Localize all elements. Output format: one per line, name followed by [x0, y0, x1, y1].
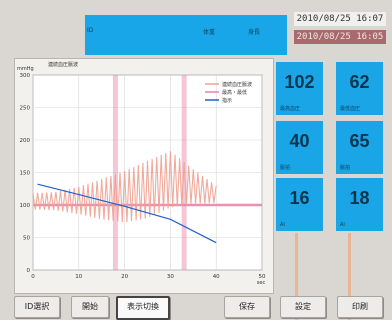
tile-label: AI: [280, 222, 285, 228]
tile-value: 65: [349, 131, 370, 151]
settings-button[interactable]: 設定: [280, 296, 326, 318]
patient-info-bar: [85, 15, 287, 55]
tile-value: 18: [349, 188, 370, 208]
chart-title: 連続血圧脈波: [48, 62, 79, 68]
connector-line-right: [348, 233, 351, 320]
tile-label: 脈拍: [340, 165, 351, 171]
tile-diastolic[interactable]: 62 最低血圧: [336, 62, 383, 115]
toggle-display-button[interactable]: 表示切換: [116, 296, 170, 320]
id-label: ID: [87, 27, 94, 34]
tile-value: 62: [349, 72, 370, 92]
current-timestamp: 2010/08/25 16:07: [294, 12, 386, 26]
tile-value: 16: [289, 188, 310, 208]
print-button[interactable]: 印刷: [337, 296, 383, 318]
connector-line-left: [295, 233, 298, 320]
tile-label: 最高血圧: [280, 106, 301, 112]
id-select-button[interactable]: ID選択: [14, 296, 60, 318]
height-label: 身長: [248, 29, 261, 36]
tile-value: 40: [289, 131, 310, 151]
save-button[interactable]: 保存: [224, 296, 270, 318]
tile-ai-right[interactable]: 18 AI: [336, 178, 383, 231]
measured-timestamp: 2010/08/25 16:05: [294, 30, 386, 44]
tile-systolic[interactable]: 102 最高血圧: [276, 62, 323, 115]
chart-panel: [14, 58, 274, 294]
tile-pulse-left[interactable]: 40 脈拍: [276, 121, 323, 174]
tile-label: 最低血圧: [340, 106, 361, 112]
tile-label: AI: [340, 222, 345, 228]
start-button[interactable]: 開始: [71, 296, 109, 318]
tile-ai-left[interactable]: 16 AI: [276, 178, 323, 231]
tile-label: 脈拍: [280, 165, 291, 171]
tile-value: 102: [284, 72, 315, 92]
tile-pulse-right[interactable]: 65 脈拍: [336, 121, 383, 174]
weight-label: 体重: [203, 29, 216, 36]
